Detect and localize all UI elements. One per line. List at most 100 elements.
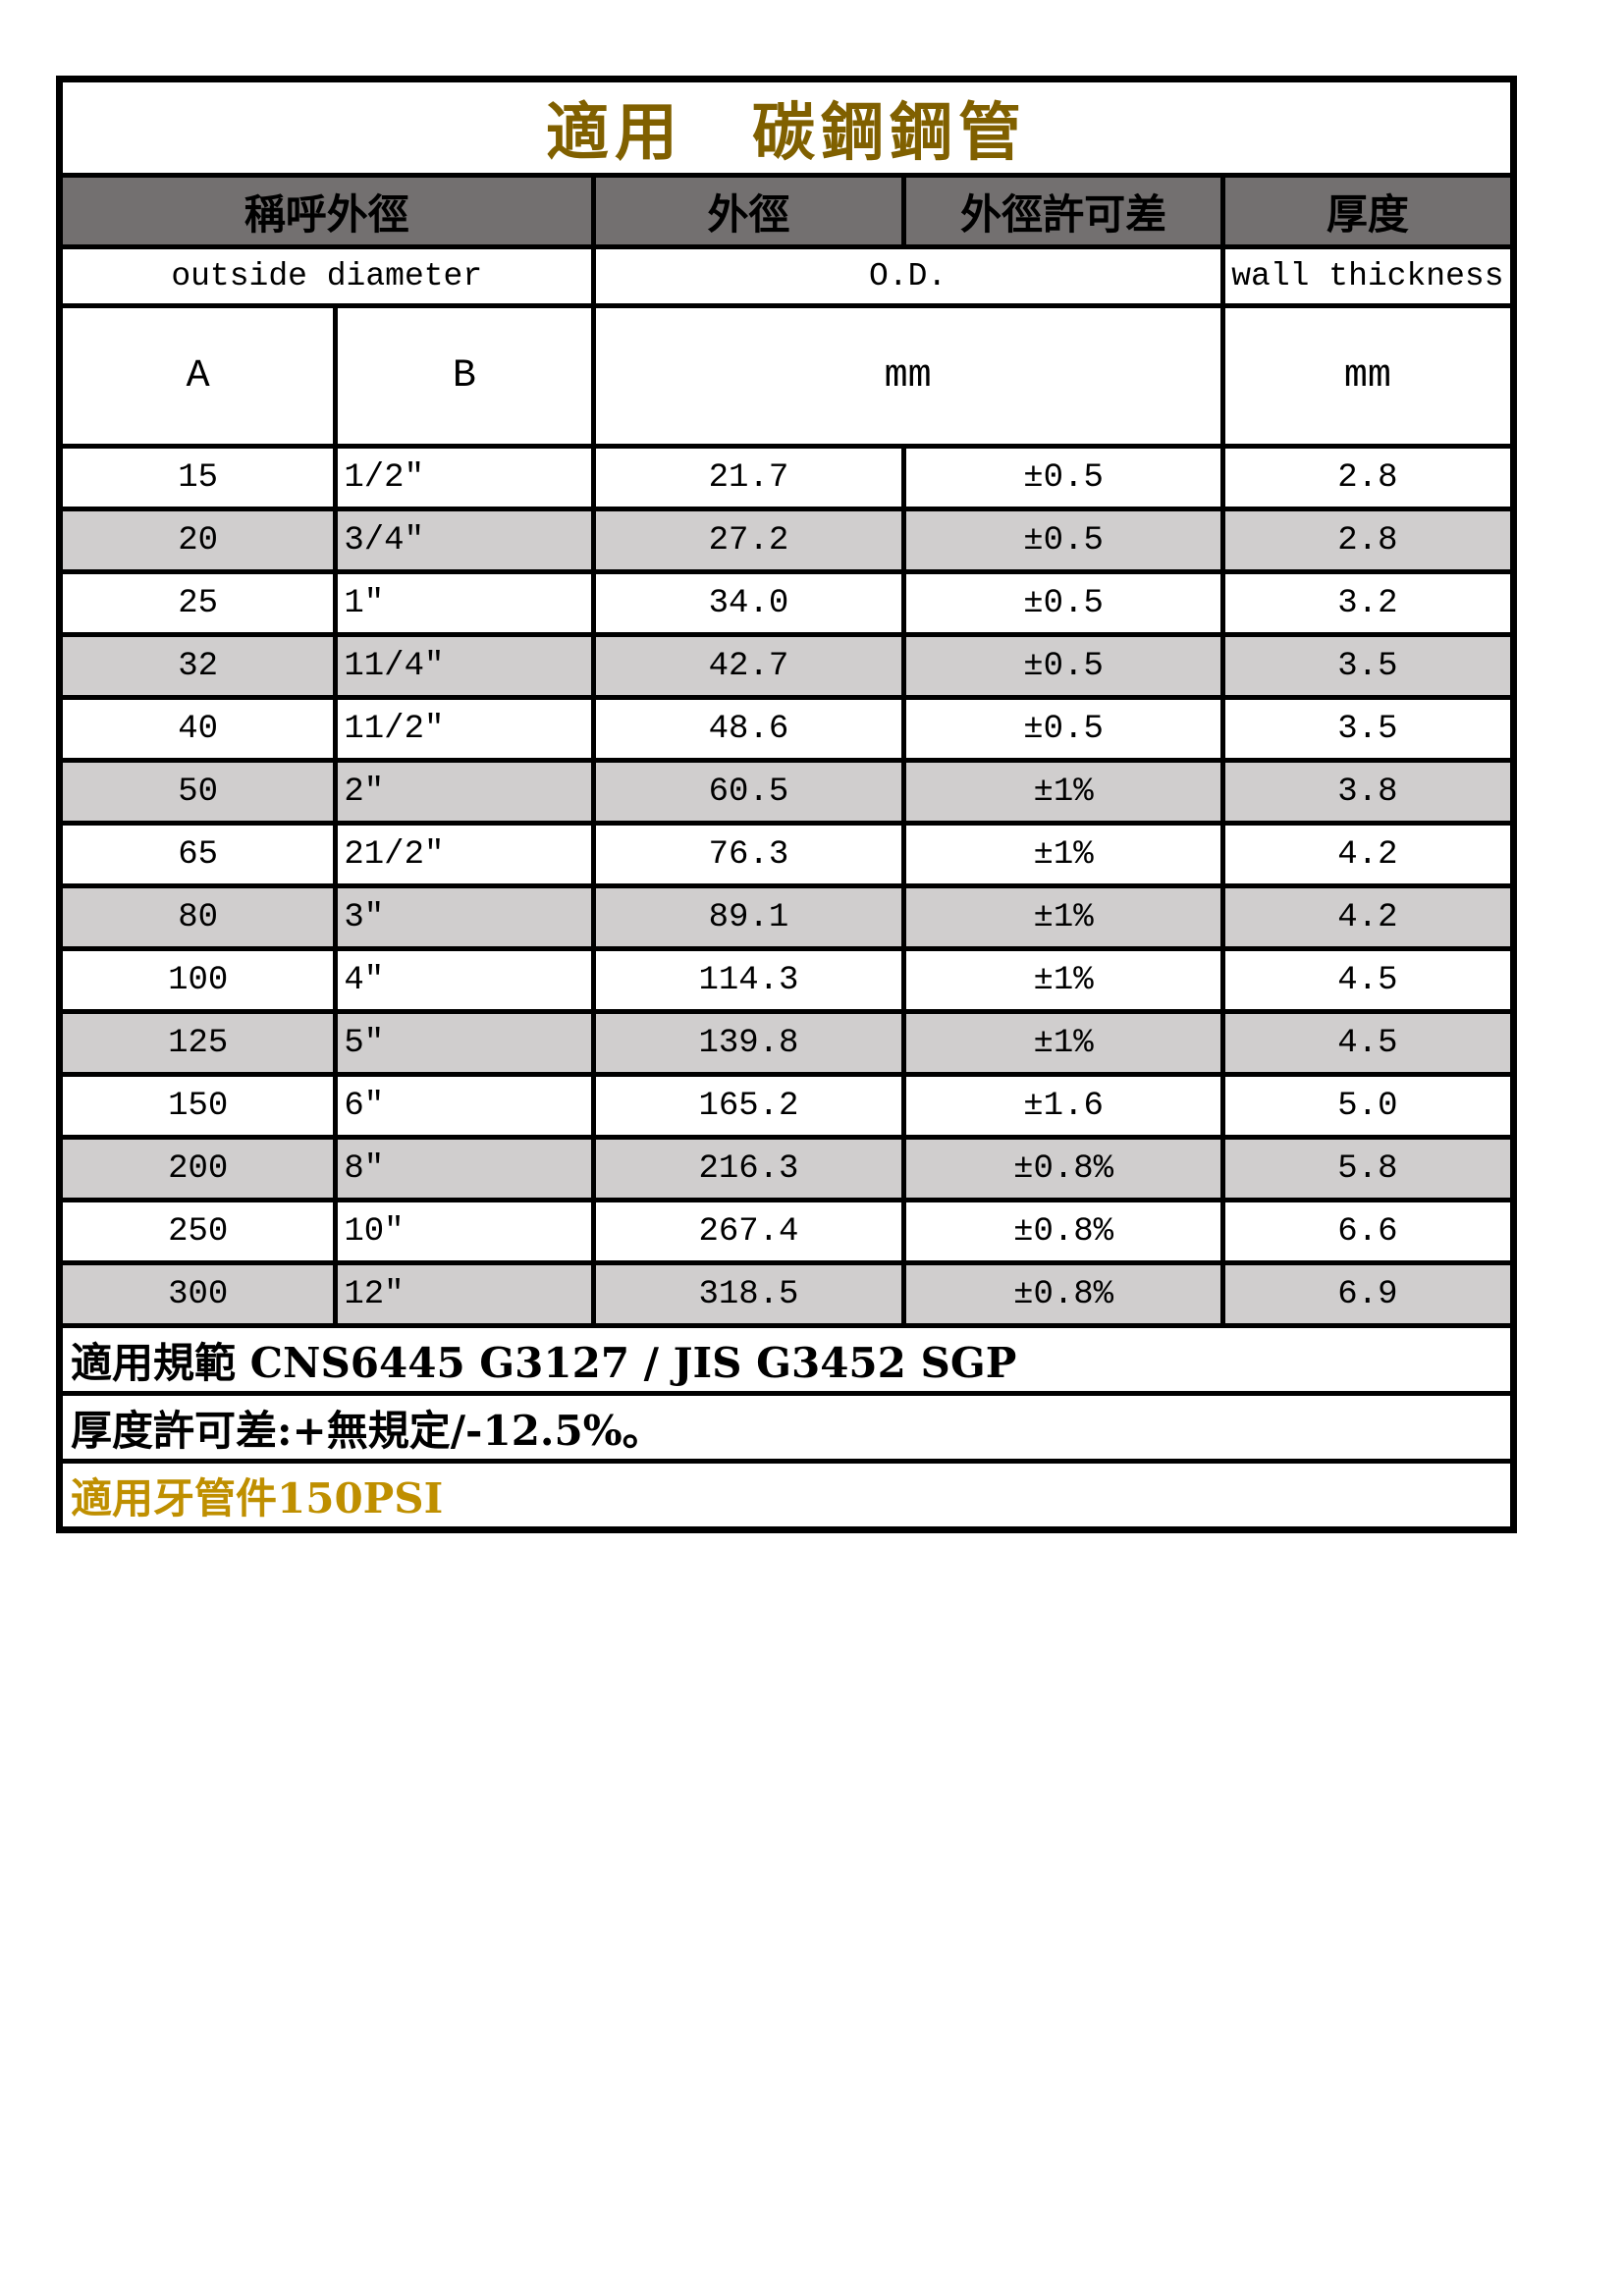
footnote-psi-rating: 適用牙管件150PSI [57,1459,1516,1532]
cell-od-tolerance: ±1% [901,758,1225,826]
cell-nominal-a: 250 [56,1198,339,1265]
table-row: 20 3/4" 27.2 ±0.5 2.8 [56,507,1517,574]
cell-od-tolerance: ±0.8% [901,1260,1225,1328]
unit-od-mm: mm [590,303,1225,449]
cell-thickness: 3.8 [1219,758,1517,826]
cell-nominal-a: 100 [56,946,339,1014]
cell-od: 165.2 [590,1072,907,1140]
cell-nominal-b: 3" [333,883,596,951]
cell-od: 114.3 [590,946,907,1014]
table-row: 15 1/2" 21.7 ±0.5 2.8 [56,444,1517,511]
title-row: 適用 碳鋼鋼管 [57,77,1516,178]
cell-od: 216.3 [590,1135,907,1202]
cell-thickness: 2.8 [1219,444,1517,511]
cell-thickness: 5.0 [1219,1072,1517,1140]
header-nominal-od: 稱呼外徑 [57,173,596,249]
unit-thickness-mm: mm [1219,303,1517,449]
table-row: 300 12" 318.5 ±0.8% 6.9 [56,1260,1517,1328]
cell-nominal-a: 200 [56,1135,339,1202]
cell-thickness: 4.2 [1219,883,1517,951]
cell-od-tolerance: ±1% [901,821,1225,888]
cell-thickness: 2.8 [1219,507,1517,574]
header-od: 外徑 [590,173,907,249]
cell-od-tolerance: ±1% [901,883,1225,951]
cell-nominal-b: 1" [333,569,596,637]
footnote-row-standard: 適用規範 CNS6445 G3127 / JIS G3452 SGP [57,1323,1516,1396]
cell-nominal-a: 20 [56,507,339,574]
cell-od-tolerance: ±0.8% [901,1135,1225,1202]
table-row: 65 21/2" 76.3 ±1% 4.2 [56,821,1517,888]
cell-od: 139.8 [590,1009,907,1077]
cell-od: 27.2 [590,507,907,574]
table-row: 25 1" 34.0 ±0.5 3.2 [56,569,1517,637]
cell-od-tolerance: ±1% [901,946,1225,1014]
subheader-row: outside diameter O.D. wall thickness [57,244,1517,308]
table-row: 250 10" 267.4 ±0.8% 6.6 [56,1198,1517,1265]
subheader-od: O.D. [590,244,1225,308]
cell-od: 76.3 [590,821,907,888]
table-row: 150 6" 165.2 ±1.6 5.0 [56,1072,1517,1140]
cell-od-tolerance: ±0.5 [901,569,1225,637]
cell-od: 318.5 [590,1260,907,1328]
header-thickness: 厚度 [1219,173,1517,249]
cell-nominal-b: 10" [333,1198,596,1265]
footnote-standard: 適用規範 CNS6445 G3127 / JIS G3452 SGP [57,1323,1516,1396]
cell-nominal-b: 11/2" [333,695,596,763]
cell-nominal-a: 40 [56,695,339,763]
cell-nominal-b: 5" [333,1009,596,1077]
table-row: 125 5" 139.8 ±1% 4.5 [56,1009,1517,1077]
cell-nominal-a: 50 [56,758,339,826]
cell-od-tolerance: ±0.5 [901,507,1225,574]
units-row: A B mm mm [56,303,1517,449]
unit-b: B [333,303,596,449]
cell-nominal-a: 80 [56,883,339,951]
cell-nominal-b: 12" [333,1260,596,1328]
subheader-outside-diameter: outside diameter [57,244,596,308]
cell-thickness: 4.2 [1219,821,1517,888]
cell-thickness: 3.2 [1219,569,1517,637]
unit-a: A [56,303,339,449]
cell-nominal-a: 32 [56,632,339,700]
footnote-thickness-tolerance: 厚度許可差:+無規定/-12.5%。 [57,1391,1516,1464]
footnote-row-thickness-tolerance: 厚度許可差:+無規定/-12.5%。 [57,1391,1516,1464]
pipe-spec-table: 適用 碳鋼鋼管 稱呼外徑 外徑 外徑許可差 厚度 outside diamete… [56,76,1517,1533]
cell-od-tolerance: ±0.5 [901,444,1225,511]
cell-nominal-b: 2" [333,758,596,826]
cell-nominal-b: 6" [333,1072,596,1140]
cell-od-tolerance: ±0.5 [901,632,1225,700]
cell-od-tolerance: ±1.6 [901,1072,1225,1140]
cell-nominal-a: 65 [56,821,339,888]
table-row: 32 11/4" 42.7 ±0.5 3.5 [56,632,1517,700]
footnote-row-psi: 適用牙管件150PSI [57,1459,1516,1532]
cell-od: 48.6 [590,695,907,763]
cell-nominal-b: 21/2" [333,821,596,888]
cell-nominal-b: 4" [333,946,596,1014]
cell-thickness: 6.6 [1219,1198,1517,1265]
subheader-wall-thickness: wall thickness [1219,244,1517,308]
cell-nominal-a: 25 [56,569,339,637]
table-body: 15 1/2" 21.7 ±0.5 2.8 20 3/4" 27.2 ±0.5 … [56,444,1517,1328]
cell-thickness: 3.5 [1219,632,1517,700]
cell-od: 267.4 [590,1198,907,1265]
cell-od: 21.7 [590,444,907,511]
cell-od-tolerance: ±0.5 [901,695,1225,763]
table-row: 100 4" 114.3 ±1% 4.5 [56,946,1517,1014]
cell-od: 60.5 [590,758,907,826]
page-title: 適用 碳鋼鋼管 [57,77,1516,178]
cell-nominal-a: 15 [56,444,339,511]
cell-nominal-b: 11/4" [333,632,596,700]
cell-od-tolerance: ±0.8% [901,1198,1225,1265]
cell-thickness: 3.5 [1219,695,1517,763]
header-od-tolerance: 外徑許可差 [901,173,1225,249]
cell-od: 42.7 [590,632,907,700]
cell-thickness: 4.5 [1219,946,1517,1014]
table-row: 80 3" 89.1 ±1% 4.2 [56,883,1517,951]
cell-od: 89.1 [590,883,907,951]
cell-thickness: 4.5 [1219,1009,1517,1077]
table-row: 200 8" 216.3 ±0.8% 5.8 [56,1135,1517,1202]
cell-nominal-b: 1/2" [333,444,596,511]
cell-nominal-a: 300 [56,1260,339,1328]
cell-nominal-a: 150 [56,1072,339,1140]
cell-nominal-b: 8" [333,1135,596,1202]
